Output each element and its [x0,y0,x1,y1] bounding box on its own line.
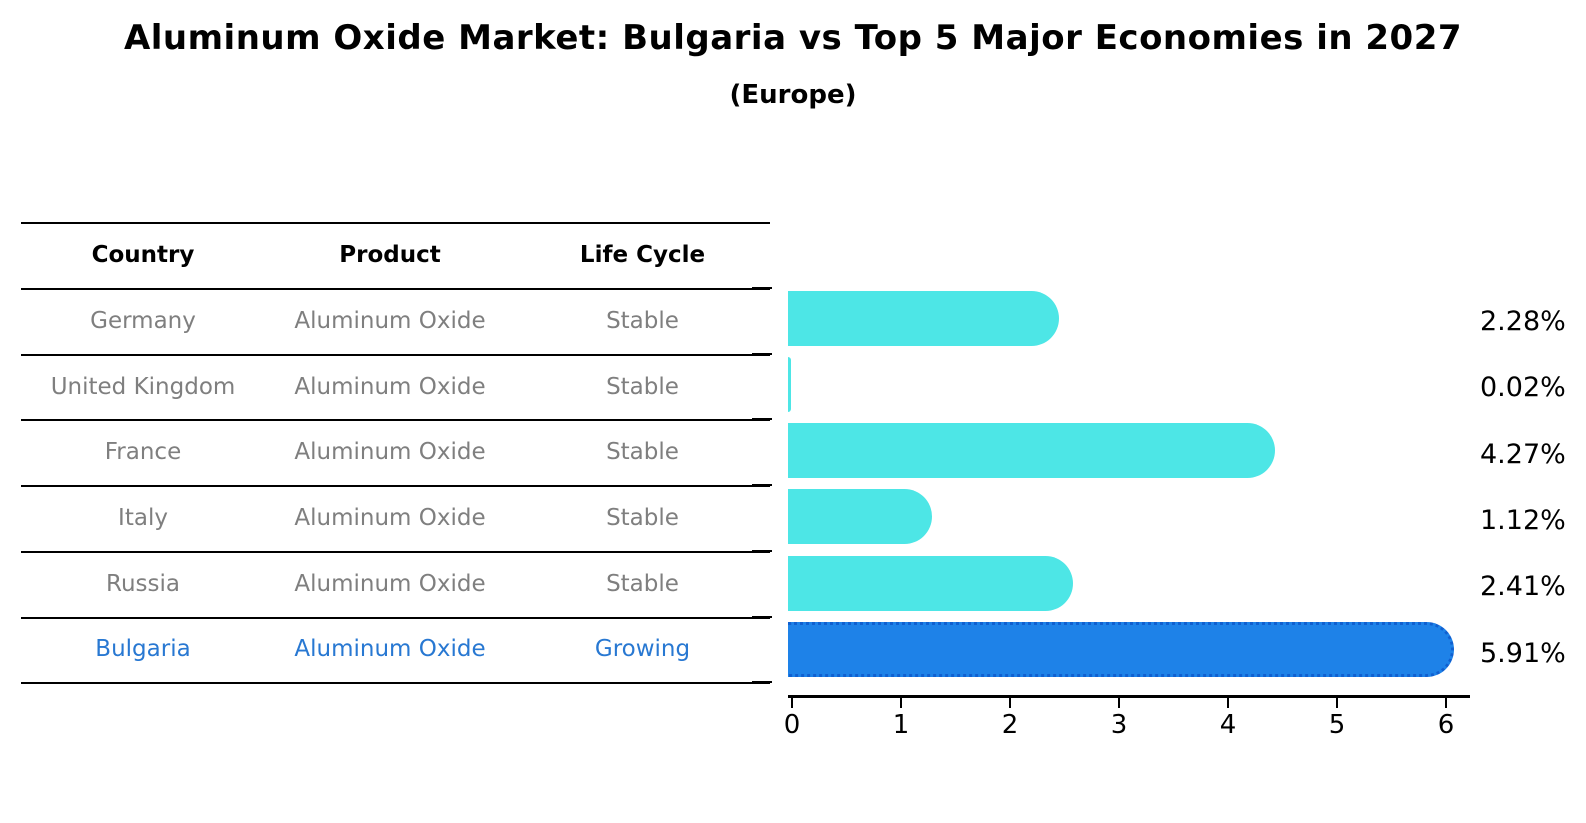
table-row-russia-cell-2: Stable [606,570,679,597]
x-axis-tick-4 [1227,696,1229,708]
chart-subtitle: (Europe) [729,80,857,110]
x-axis-tick-label-4: 4 [1219,710,1237,740]
table-row-united-kingdom-cell-1: Aluminum Oxide [294,373,486,400]
x-axis-tick-5 [1336,696,1338,708]
x-axis-tick-1 [900,696,902,708]
table-row-bulgaria: Bulgaria Aluminum Oxide Growing [21,617,770,683]
table-header-row-cell-2: Life Cycle [579,242,706,268]
table-row-germany-cell-0: Germany [90,307,196,334]
bar-germany [788,290,1059,346]
table-row-italy-cell-1: Aluminum Oxide [294,504,486,531]
x-axis-tick-label-0: 0 [783,710,801,740]
table-row-france: France Aluminum Oxide Stable [21,419,770,485]
x-axis-tick-label-6: 6 [1437,710,1455,740]
table-row-germany-cell-1: Aluminum Oxide [294,307,486,334]
table-row-united-kingdom: United Kingdom Aluminum Oxide Stable [21,354,770,420]
bar-france [788,423,1276,479]
chart-title: Aluminum Oxide Market: Bulgaria vs Top 5… [123,18,1463,58]
table-row-italy: Italy Aluminum Oxide Stable [21,485,770,551]
x-axis-line [788,695,1470,698]
x-axis-tick-label-3: 3 [1110,710,1128,740]
table-row-line-1 [21,419,770,422]
x-axis-tick-label-2: 2 [1001,710,1019,740]
x-axis-tick-2 [1009,696,1011,708]
table-row-germany-cell-2: Stable [606,307,679,334]
table-header-row-cell-1: Product [339,242,441,268]
value-label-1: 0.02% [1480,372,1566,404]
value-label-2: 4.27% [1480,438,1566,470]
value-label-0: 2.28% [1480,306,1566,337]
table-row-bulgaria-cell-2: Growing [594,636,691,663]
table-row-russia: Russia Aluminum Oxide Stable [21,551,770,617]
table-row-line-5 [21,682,770,685]
x-axis-tick-label-1: 1 [892,710,910,740]
table-row-bulgaria-cell-0: Bulgaria [95,636,191,663]
table-header-line [21,288,770,290]
bar-united-kingdom [788,356,791,412]
table-row-france-cell-0: France [104,439,182,466]
bar-italy [788,489,933,545]
table-row-line-0 [21,353,770,356]
bar-russia [788,555,1073,611]
table-row-russia-cell-1: Aluminum Oxide [294,570,486,597]
table-top-line [21,222,770,224]
table-row-line-3 [21,550,770,553]
table-row-france-cell-1: Aluminum Oxide [294,439,486,466]
table-header-row-cell-0: Country [91,242,195,268]
value-label-3: 1.12% [1480,504,1566,536]
table-row-italy-cell-2: Stable [606,504,679,531]
table-row-italy-cell-0: Italy [118,504,168,531]
x-axis-tick-label-5: 5 [1328,710,1346,740]
x-axis-tick-6 [1445,696,1447,708]
table-row-united-kingdom-cell-2: Stable [606,373,679,400]
table-row-bulgaria-cell-1: Aluminum Oxide [294,636,486,663]
bar-bulgaria [788,622,1455,677]
table-row-line-2 [21,485,770,488]
value-label-5: 5.91% [1480,637,1566,669]
value-label-4: 2.41% [1480,571,1566,603]
table-row-france-cell-2: Stable [606,439,679,466]
table-row-line-4 [21,616,770,619]
x-axis-tick-3 [1118,696,1120,708]
table-row-russia-cell-0: Russia [106,570,180,597]
x-axis-tick-0 [791,696,793,708]
table-row-germany: Germany Aluminum Oxide Stable [21,288,770,354]
table-row-united-kingdom-cell-0: United Kingdom [50,373,236,400]
table-header-row: Country Product Life Cycle [21,222,770,288]
